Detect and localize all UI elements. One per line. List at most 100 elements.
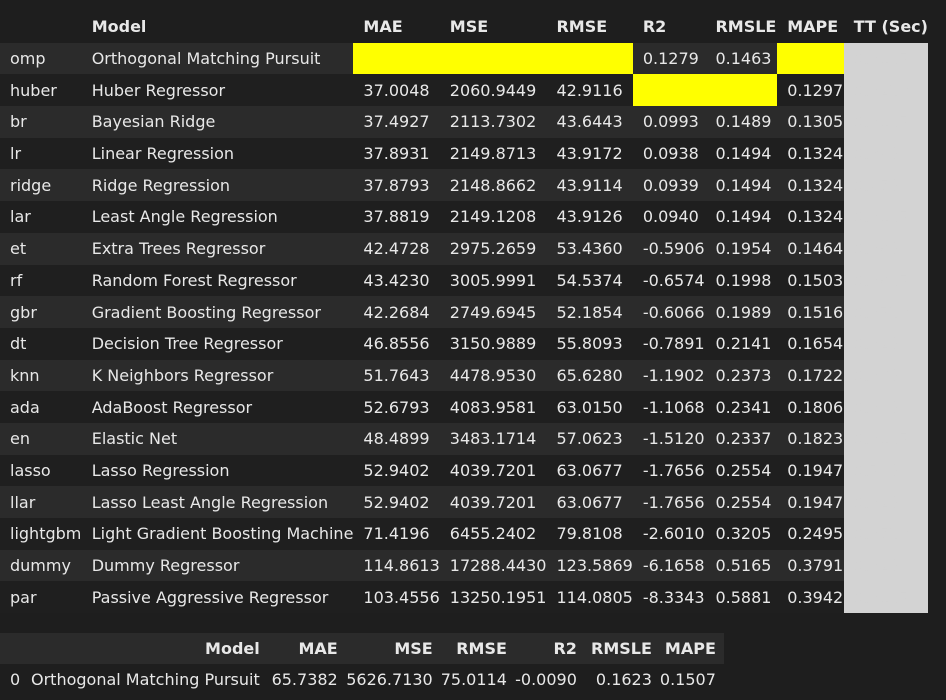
rmse-cell: 55.8093 xyxy=(546,327,633,360)
row-index-cell: gbr xyxy=(0,296,84,328)
tt-sec-cell: 0.0167 xyxy=(843,201,928,233)
rmse-cell: 43.9114 xyxy=(546,169,633,202)
mse-cell: 17288.4430 xyxy=(439,549,547,582)
mse-cell: 2149.8713 xyxy=(439,137,547,170)
table-row: dummy Dummy Regressor 114.8613 17288.4430 12… xyxy=(0,549,928,582)
mse-cell: 6455.2402 xyxy=(439,518,547,550)
r2-cell: -6.1658 xyxy=(632,549,706,582)
mae-cell: 42.4728 xyxy=(353,232,440,265)
rmse-cell: 53.4360 xyxy=(546,232,633,265)
mape-cell: 0.1305 xyxy=(777,106,844,138)
column-header-rmsle: RMSLE xyxy=(715,17,777,37)
rmse-cell: 63.0150 xyxy=(546,391,633,423)
results-header-r2: R2 xyxy=(514,633,585,664)
mae-cell: 37.4927 xyxy=(353,106,440,138)
model-name-cell: Extra Trees Regressor xyxy=(83,232,354,265)
mae-cell: 46.8556 xyxy=(353,327,440,360)
rmse-cell: 123.5869 xyxy=(546,549,633,582)
mae-cell: 52.6793 xyxy=(353,391,440,423)
mse-cell: 2749.6945 xyxy=(439,296,547,328)
table-row: br Bayesian Ridge 37.4927 2113.7302 43.6443 0… xyxy=(0,106,928,138)
prediction-results-table: Model MAE MSE RMSE R2 RMSLE MAPE 0 Ortho… xyxy=(0,633,724,695)
model-name-cell: K Neighbors Regressor xyxy=(83,359,354,392)
mse-cell: 2060.9449 xyxy=(439,74,547,107)
mse-cell: 4478.9530 xyxy=(439,359,547,392)
row-index-cell: rf xyxy=(0,264,84,297)
r2-cell: 0.1364 xyxy=(632,74,706,107)
r2-cell: 0.0993 xyxy=(632,106,706,138)
tt-sec-cell: 0.0167 xyxy=(843,42,928,75)
rmsle-cell: 0.5165 xyxy=(705,549,778,582)
rmse-cell: 114.0805 xyxy=(546,581,633,614)
tt-sec-cell: 0.0733 xyxy=(843,296,928,328)
rmse-cell: 63.0677 xyxy=(546,486,633,518)
results-header-row: Model MAE MSE RMSE R2 RMSLE MAPE xyxy=(0,633,724,664)
table-row: en Elastic Net 48.4899 3483.1714 57.0623 -1.5… xyxy=(0,422,928,455)
model-name-cell: Ridge Regression xyxy=(83,169,354,202)
model-name-cell: Gradient Boosting Regressor xyxy=(83,296,354,328)
rmse-cell: 43.9172 xyxy=(546,137,633,170)
column-header-model: Model xyxy=(91,17,147,37)
row-index-cell: dt xyxy=(0,327,84,360)
row-index-cell: lightgbm xyxy=(0,518,84,550)
rmsle-cell: 0.2141 xyxy=(705,327,778,360)
rmsle-cell: 0.2554 xyxy=(705,454,778,487)
model-name-cell: Linear Regression xyxy=(83,137,354,170)
rmsle-cell: 0.1954 xyxy=(705,232,778,265)
row-index-cell: lar xyxy=(0,201,84,233)
table-row: lightgbm Light Gradient Boosting Machine 7… xyxy=(0,518,928,550)
table-row: gbr Gradient Boosting Regressor 42.2684 274… xyxy=(0,296,928,328)
tt-sec-cell: 0.0200 xyxy=(843,486,928,518)
column-header-mae: MAE xyxy=(363,17,403,37)
row-index-cell: huber xyxy=(0,74,84,107)
row-index-cell: omp xyxy=(0,42,84,75)
mape-cell: 0.1324 xyxy=(777,169,844,202)
results-header-rmse: RMSE xyxy=(440,633,515,664)
rmsle-cell: 0.1494 xyxy=(705,169,778,202)
results-cell-r2: -0.0090 xyxy=(514,664,585,695)
row-index-cell: ada xyxy=(0,391,84,423)
mae-cell: 103.4556 xyxy=(353,581,440,614)
results-header-mae: MAE xyxy=(267,633,346,664)
mape-cell: 0.1297 xyxy=(777,74,844,107)
table-row: et Extra Trees Regressor 42.4728 2975.2659 5… xyxy=(0,232,928,265)
model-name-cell: Huber Regressor xyxy=(83,74,354,107)
tt-sec-cell: 0.0167 xyxy=(843,106,928,138)
rmse-cell: 57.0623 xyxy=(546,422,633,455)
table-row: lar Least Angle Regression 37.8819 2149.120… xyxy=(0,201,928,233)
mae-cell: 114.8613 xyxy=(353,549,440,582)
rmse-cell: 52.1854 xyxy=(546,296,633,328)
mae-cell: 37.8793 xyxy=(353,169,440,202)
r2-cell: -1.1068 xyxy=(632,391,706,423)
results-row-index: 0 xyxy=(0,664,31,695)
index-header xyxy=(0,11,84,43)
tt-sec-cell: 0.0867 xyxy=(843,264,928,297)
row-index-cell: lr xyxy=(0,137,84,170)
mse-cell: 3005.9991 xyxy=(439,264,547,297)
tt-sec-cell: 0.0300 xyxy=(843,359,928,392)
model-name-cell: Dummy Regressor xyxy=(83,549,354,582)
mape-cell: 0.1516 xyxy=(777,296,844,328)
mape-cell: 0.1284 xyxy=(777,42,844,75)
model-name-cell: AdaBoost Regressor xyxy=(83,391,354,423)
mse-cell: 3150.9889 xyxy=(439,327,547,360)
results-cell-mae: 65.7382 xyxy=(267,664,346,695)
results-index-header xyxy=(0,633,31,664)
table-row: rf Random Forest Regressor 43.4230 3005.999… xyxy=(0,264,928,297)
mae-cell: 48.4899 xyxy=(353,422,440,455)
results-row: 0 Orthogonal Matching Pursuit 65.7382 56… xyxy=(0,664,724,695)
tt-sec-cell: 0.6500 xyxy=(843,169,928,202)
table-row: lr Linear Regression 37.8931 2149.8713 43.91… xyxy=(0,137,928,170)
rmsle-cell: 0.1460 xyxy=(705,74,778,107)
mae-cell: 52.9402 xyxy=(353,454,440,487)
tt-sec-cell: 0.0233 xyxy=(843,74,928,107)
r2-cell: -2.6010 xyxy=(632,518,706,550)
model-name-cell: Decision Tree Regressor xyxy=(83,327,354,360)
mape-cell: 0.1324 xyxy=(777,137,844,170)
mape-cell: 0.1503 xyxy=(777,264,844,297)
model-name-cell: Lasso Least Angle Regression xyxy=(83,486,354,518)
row-index-cell: et xyxy=(0,232,84,265)
rmsle-cell: 0.2341 xyxy=(705,391,778,423)
model-name-cell: Passive Aggressive Regressor xyxy=(83,581,354,614)
column-header-mse: MSE xyxy=(449,17,489,37)
